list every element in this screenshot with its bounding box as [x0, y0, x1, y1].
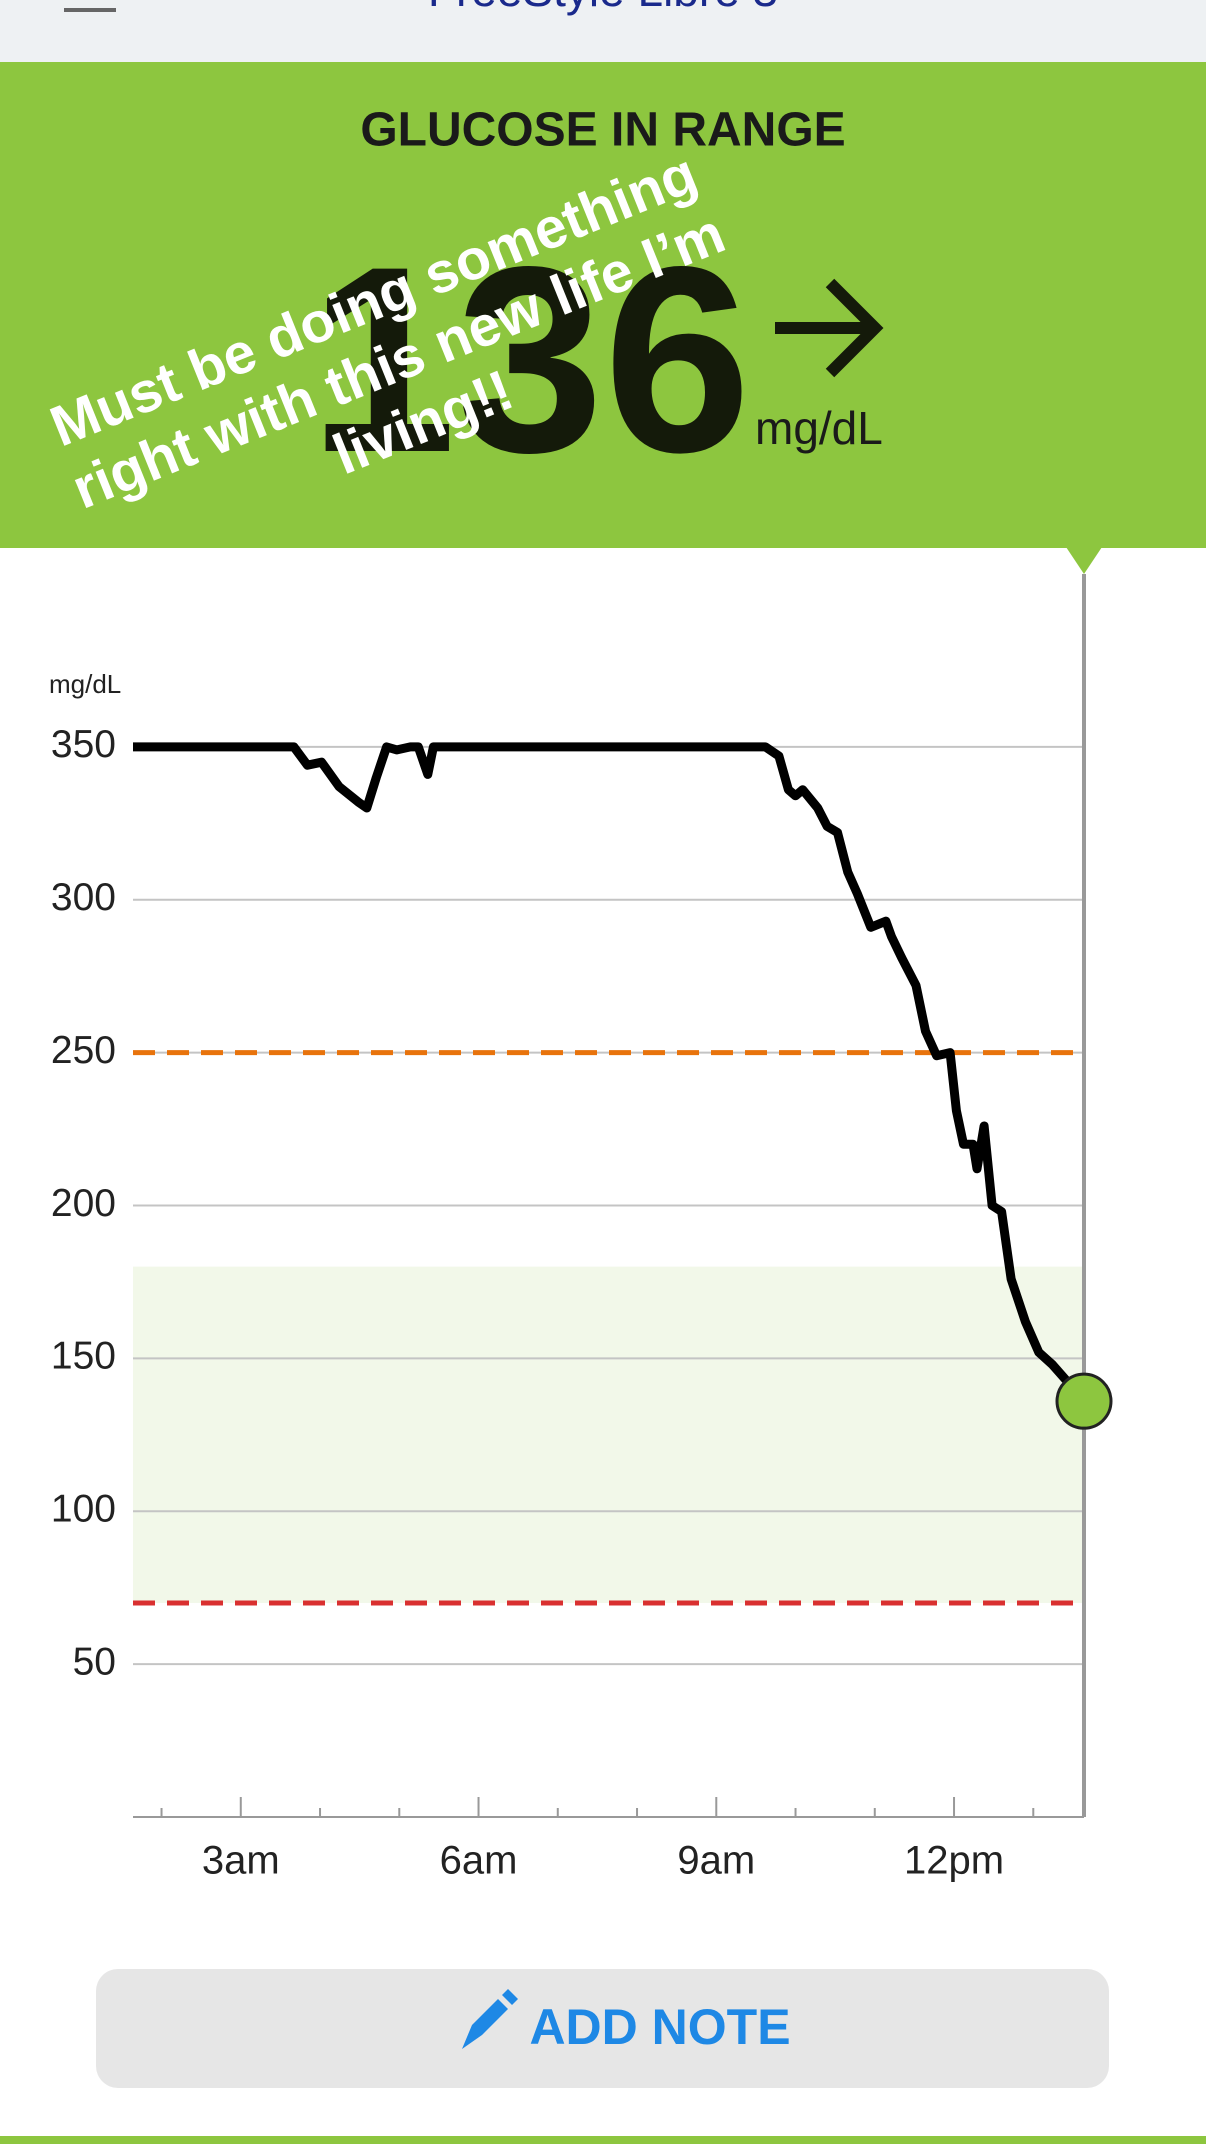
x-tick-label: 6am: [440, 1839, 518, 1883]
status-label: GLUCOSE IN RANGE: [360, 104, 845, 157]
pencil-icon: [462, 1989, 518, 2049]
target-range: [133, 1266, 1084, 1603]
y-tick-label: 50: [73, 1640, 116, 1683]
status-banner: [0, 62, 1206, 548]
current-reading: [1055, 1372, 1113, 1430]
y-tick-label: 300: [51, 876, 116, 919]
trend-arrow: [775, 278, 884, 378]
add-note-label[interactable]: ADD NOTE: [529, 1999, 790, 2055]
bottom-strip: [0, 2136, 1206, 2144]
app-title: FreeStyle Libre 3: [428, 0, 778, 16]
top-bar: [0, 0, 1206, 62]
y-tick-label: 150: [51, 1335, 116, 1378]
y-tick-label: 100: [51, 1488, 116, 1531]
y-tick-label: 350: [51, 723, 116, 766]
x-tick-label: 3am: [202, 1839, 280, 1883]
add-note-button[interactable]: [96, 1969, 1109, 2088]
y-tick-label: 200: [51, 1182, 116, 1225]
glucose-unit: mg/dL: [755, 402, 883, 454]
y-axis-label: mg/dL: [49, 669, 121, 699]
chart: mg/dL 50 100 150 200 250 300 350 3am 6am 9am 12pm: [49, 574, 1113, 1883]
x-tick-label: 12pm: [904, 1839, 1004, 1883]
menu-icon[interactable]: [64, 8, 116, 12]
glucose-line: [133, 742, 1088, 1405]
y-tick-label: 250: [51, 1029, 116, 1072]
glucose-value: 136: [309, 212, 751, 508]
x-tick-label: 9am: [677, 1839, 755, 1883]
banner-pointer: [1066, 547, 1102, 574]
